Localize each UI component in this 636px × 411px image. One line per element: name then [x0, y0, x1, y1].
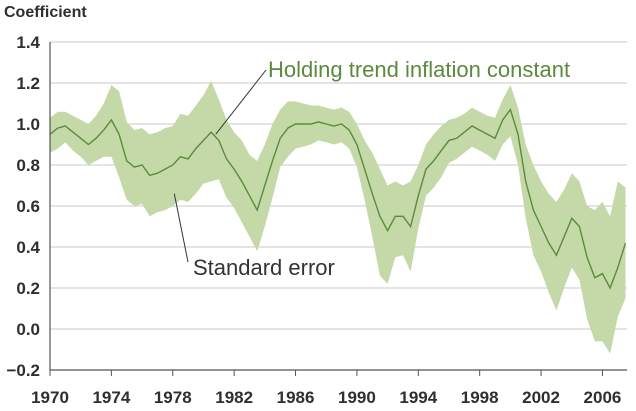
y-tick-label: 0.6	[16, 197, 40, 216]
axes	[49, 42, 627, 376]
x-tick-label: 1994	[399, 388, 437, 407]
y-tick-label: 1.2	[16, 74, 40, 93]
x-tick-label: 2006	[584, 388, 622, 407]
x-tick-label: 1974	[92, 388, 130, 407]
annotation-standard-error: Standard error	[173, 193, 335, 280]
y-tick-label: 1.4	[16, 33, 40, 52]
x-tick-label: 1982	[215, 388, 253, 407]
y-tick-label: 0.2	[16, 279, 40, 298]
annotation-holding-trend: Holding trend inflation constant	[215, 57, 570, 135]
annotation-leader-line	[173, 193, 189, 263]
x-tick-label: 1998	[461, 388, 499, 407]
y-tick-label: 0.0	[16, 320, 40, 339]
y-axis-label: Coefficient	[4, 4, 87, 21]
y-tick-label: −0.2	[6, 361, 40, 380]
y-tick-labels: 1.4 1.2 1.0 0.8 0.6 0.4 0.2 0.0 −0.2	[6, 33, 40, 380]
x-tick-label: 1986	[277, 388, 315, 407]
x-tick-label: 2002	[522, 388, 560, 407]
x-tick-labels: 1970 1974 1978 1982 1986 1990 1994 1998 2002 2006	[31, 388, 621, 407]
x-tick-label: 1990	[338, 388, 376, 407]
y-tick-label: 0.4	[16, 238, 40, 257]
x-tick-label: 1978	[154, 388, 192, 407]
annotation-leader-line	[215, 69, 267, 135]
y-tick-label: 0.8	[16, 156, 40, 175]
x-tick-label: 1970	[31, 388, 69, 407]
series-label-holding-trend: Holding trend inflation constant	[268, 57, 570, 82]
holding-trend-series-line	[49, 108, 627, 290]
standard-error-band	[50, 80, 626, 354]
series-label-standard-error: Standard error	[193, 255, 335, 280]
y-tick-label: 1.0	[16, 115, 40, 134]
coefficient-line	[49, 108, 627, 290]
standard-error-area	[50, 80, 626, 354]
